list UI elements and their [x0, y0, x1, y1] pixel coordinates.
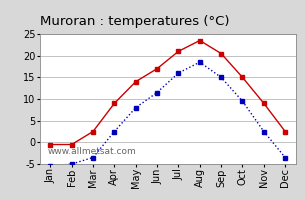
Text: www.allmetsat.com: www.allmetsat.com [47, 147, 136, 156]
Text: Muroran : temperatures (°C): Muroran : temperatures (°C) [40, 15, 229, 28]
